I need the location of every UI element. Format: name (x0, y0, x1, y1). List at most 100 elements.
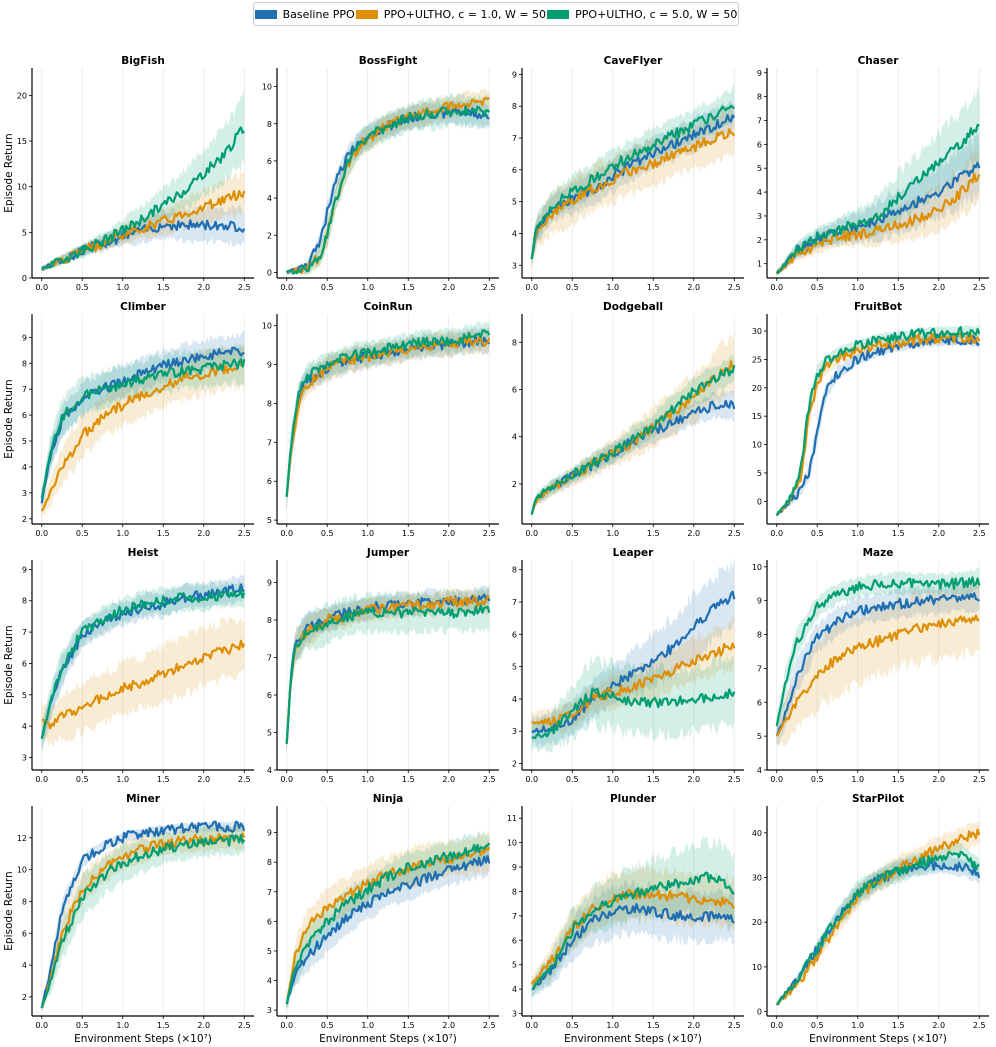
subplot-heist: 3 4 5 6 7 8 9 0.0 0.5 1.0 1.5 2.0 2.5 Heist Episode Re… (3, 547, 254, 784)
x-tick-label: 1.5 (647, 1021, 660, 1030)
subplot-title: Chaser (858, 55, 900, 67)
y-tick-label: 30 (752, 873, 762, 882)
band-layer (41, 820, 245, 1012)
x-tick-label: 1.5 (892, 775, 905, 784)
x-tick-label: 0.5 (321, 283, 334, 292)
line-layer (530, 104, 736, 260)
band-ultho5 (41, 340, 245, 506)
y-tick-label: 9 (22, 565, 27, 574)
line-layer (775, 828, 981, 1006)
y-tick-label: 6 (267, 477, 272, 486)
x-tick-label: 0.5 (566, 775, 579, 784)
y-tick-label: 5 (512, 663, 517, 672)
line-layer (40, 346, 246, 512)
x-tick-label: 1.0 (361, 775, 374, 784)
line-ultho5 (285, 604, 491, 744)
x-tick-label: 2.5 (483, 283, 496, 292)
y-tick-label: 7 (22, 385, 27, 394)
y-tick-label: 4 (267, 766, 272, 775)
y-tick-label: 3 (512, 261, 517, 270)
subplot-title: CaveFlyer (604, 55, 663, 67)
x-tick-label: 2.5 (483, 1021, 496, 1030)
x-tick-label: 1.5 (647, 529, 660, 538)
subplot-title: CoinRun (363, 301, 412, 313)
y-tick-label: 2 (757, 236, 762, 245)
band-ultho1 (531, 331, 735, 517)
legend-swatch-ultho5 (547, 9, 570, 19)
subplot-miner: 2 4 6 8 10 12 0.0 0.5 1.0 1.5 2.0 2.5 Miner Episode R… (3, 793, 254, 1045)
x-tick-label: 2.5 (238, 283, 251, 292)
legend-item-ultho1: PPO+ULTHO, c = 1.0, W = 50 (355, 8, 546, 21)
band-ultho5 (286, 586, 490, 754)
band-layer (531, 331, 735, 517)
subplot-title: Dodgeball (603, 301, 663, 313)
line-ultho1 (40, 360, 245, 512)
x-tick-label: 2.0 (687, 529, 700, 538)
x-tick-label: 2.5 (238, 529, 251, 538)
y-tick-label: 20 (17, 91, 27, 100)
line-layer (40, 583, 246, 740)
y-tick-label: 5 (757, 732, 762, 741)
x-tick-label: 2.0 (442, 775, 455, 784)
y-tick-label: 4 (512, 229, 517, 238)
x-tick-label: 0.0 (35, 283, 48, 292)
x-tick-label: 0.5 (321, 529, 334, 538)
y-tick-label: 6 (267, 157, 272, 166)
subplot-climber: 2 3 4 5 6 7 8 9 0.0 0.5 1.0 1.5 2.0 2.5 Climber Episode… (3, 301, 254, 538)
x-tick-label: 1.0 (361, 529, 374, 538)
band-baseline (41, 331, 245, 512)
band-ultho5 (776, 567, 980, 737)
x-tick-label: 2.0 (442, 283, 455, 292)
y-tick-label: 5 (267, 516, 272, 525)
y-tick-label: 3 (267, 1006, 272, 1015)
x-tick-label: 1.5 (402, 1021, 415, 1030)
line-baseline (285, 854, 491, 1005)
x-tick-label: 2.5 (728, 283, 741, 292)
subplot-bossfight: 0 2 4 6 8 10 0.0 0.5 1.0 1.5 2.0 2.5 BossFight (262, 55, 499, 292)
x-tick-label: 2.0 (932, 529, 945, 538)
y-tick-label: 10 (752, 963, 762, 972)
y-tick-label: 0 (757, 497, 762, 506)
line-ultho5 (40, 834, 246, 1009)
y-tick-label: 7 (512, 134, 517, 143)
subplot-starpilot: 0 10 20 30 40 0.0 0.5 1.0 1.5 2.0 2.5 StarPilot Envi… (752, 793, 989, 1045)
legend-item-baseline: Baseline PPO (254, 7, 355, 21)
band-layer (776, 567, 980, 748)
legend-item-ultho5: PPO+ULTHO, c = 5.0, W = 50 (547, 8, 737, 21)
y-tick-label: 20 (752, 384, 762, 393)
y-tick-label: 4 (512, 433, 517, 442)
line-ultho5 (40, 588, 246, 740)
x-tick-label: 0.0 (35, 529, 48, 538)
subplot-plunder: 3 4 5 6 7 8 9 10 11 0.0 0.5 1.0 1.5 2.0 2.5 Plunder Envi… (507, 793, 744, 1045)
x-tick-label: 2.0 (932, 283, 945, 292)
line-ultho5 (775, 326, 981, 516)
band-ultho5 (531, 835, 735, 997)
subplot-title: Ninja (373, 793, 404, 805)
x-tick-label: 1.0 (606, 775, 619, 784)
x-tick-label: 1.0 (116, 283, 129, 292)
y-tick-label: 6 (22, 659, 27, 668)
band-baseline (286, 99, 490, 275)
x-tick-label: 1.0 (116, 1021, 129, 1030)
line-ultho5 (775, 576, 981, 727)
y-tick-label: 5 (512, 198, 517, 207)
y-tick-label: 0 (22, 274, 27, 283)
x-tick-label: 2.0 (932, 775, 945, 784)
x-tick-label: 2.5 (973, 283, 986, 292)
x-tick-label: 1.0 (851, 529, 864, 538)
x-tick-label: 1.5 (402, 529, 415, 538)
subplot-title: Miner (126, 793, 161, 805)
legend-label-baseline: Baseline PPO (282, 7, 355, 21)
subplot-title: Plunder (610, 793, 657, 805)
y-tick-label: 1 (757, 260, 762, 269)
y-tick-label: 15 (17, 137, 27, 146)
line-ultho5 (285, 105, 491, 275)
x-tick-label: 2.5 (483, 775, 496, 784)
line-ultho1 (776, 172, 981, 275)
y-tick-label: 5 (267, 947, 272, 956)
band-layer (41, 331, 245, 520)
y-tick-label: 6 (267, 691, 272, 700)
y-tick-label: 4 (267, 194, 272, 203)
y-tick-label: 11 (507, 814, 517, 823)
y-tick-label: 9 (267, 361, 272, 370)
